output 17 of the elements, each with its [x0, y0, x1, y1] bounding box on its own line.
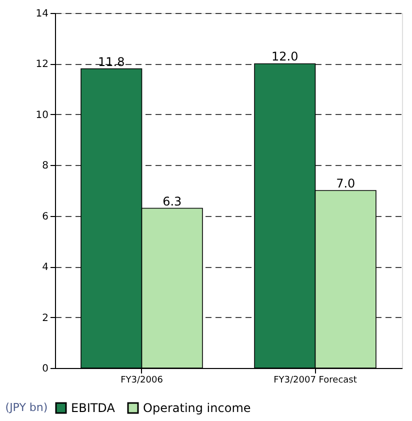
y-tick-label: 8	[42, 160, 48, 172]
y-tick-label: 14	[36, 8, 48, 20]
y-tick-label: 0	[42, 364, 48, 374]
legend-label: EBITDA	[71, 401, 116, 415]
y-tick-label: 10	[36, 110, 48, 121]
x-tick-label: FY3/2007 Forecast	[274, 376, 358, 386]
text: (JPY bn)	[5, 401, 48, 414]
y-tick-label: 12	[36, 59, 48, 70]
y-tick-label: 4	[42, 262, 48, 274]
data-label: 12.0	[272, 50, 298, 64]
data-label: 6.3	[162, 194, 182, 208]
y-tick-label: 6	[42, 211, 48, 222]
y-tick-label: 2	[42, 312, 48, 324]
x-tick-label: FY3/2006	[120, 376, 164, 386]
data-label: 11.8	[98, 54, 125, 69]
data-label: 7.0	[336, 176, 356, 190]
legend-label: Operating income	[143, 401, 251, 415]
